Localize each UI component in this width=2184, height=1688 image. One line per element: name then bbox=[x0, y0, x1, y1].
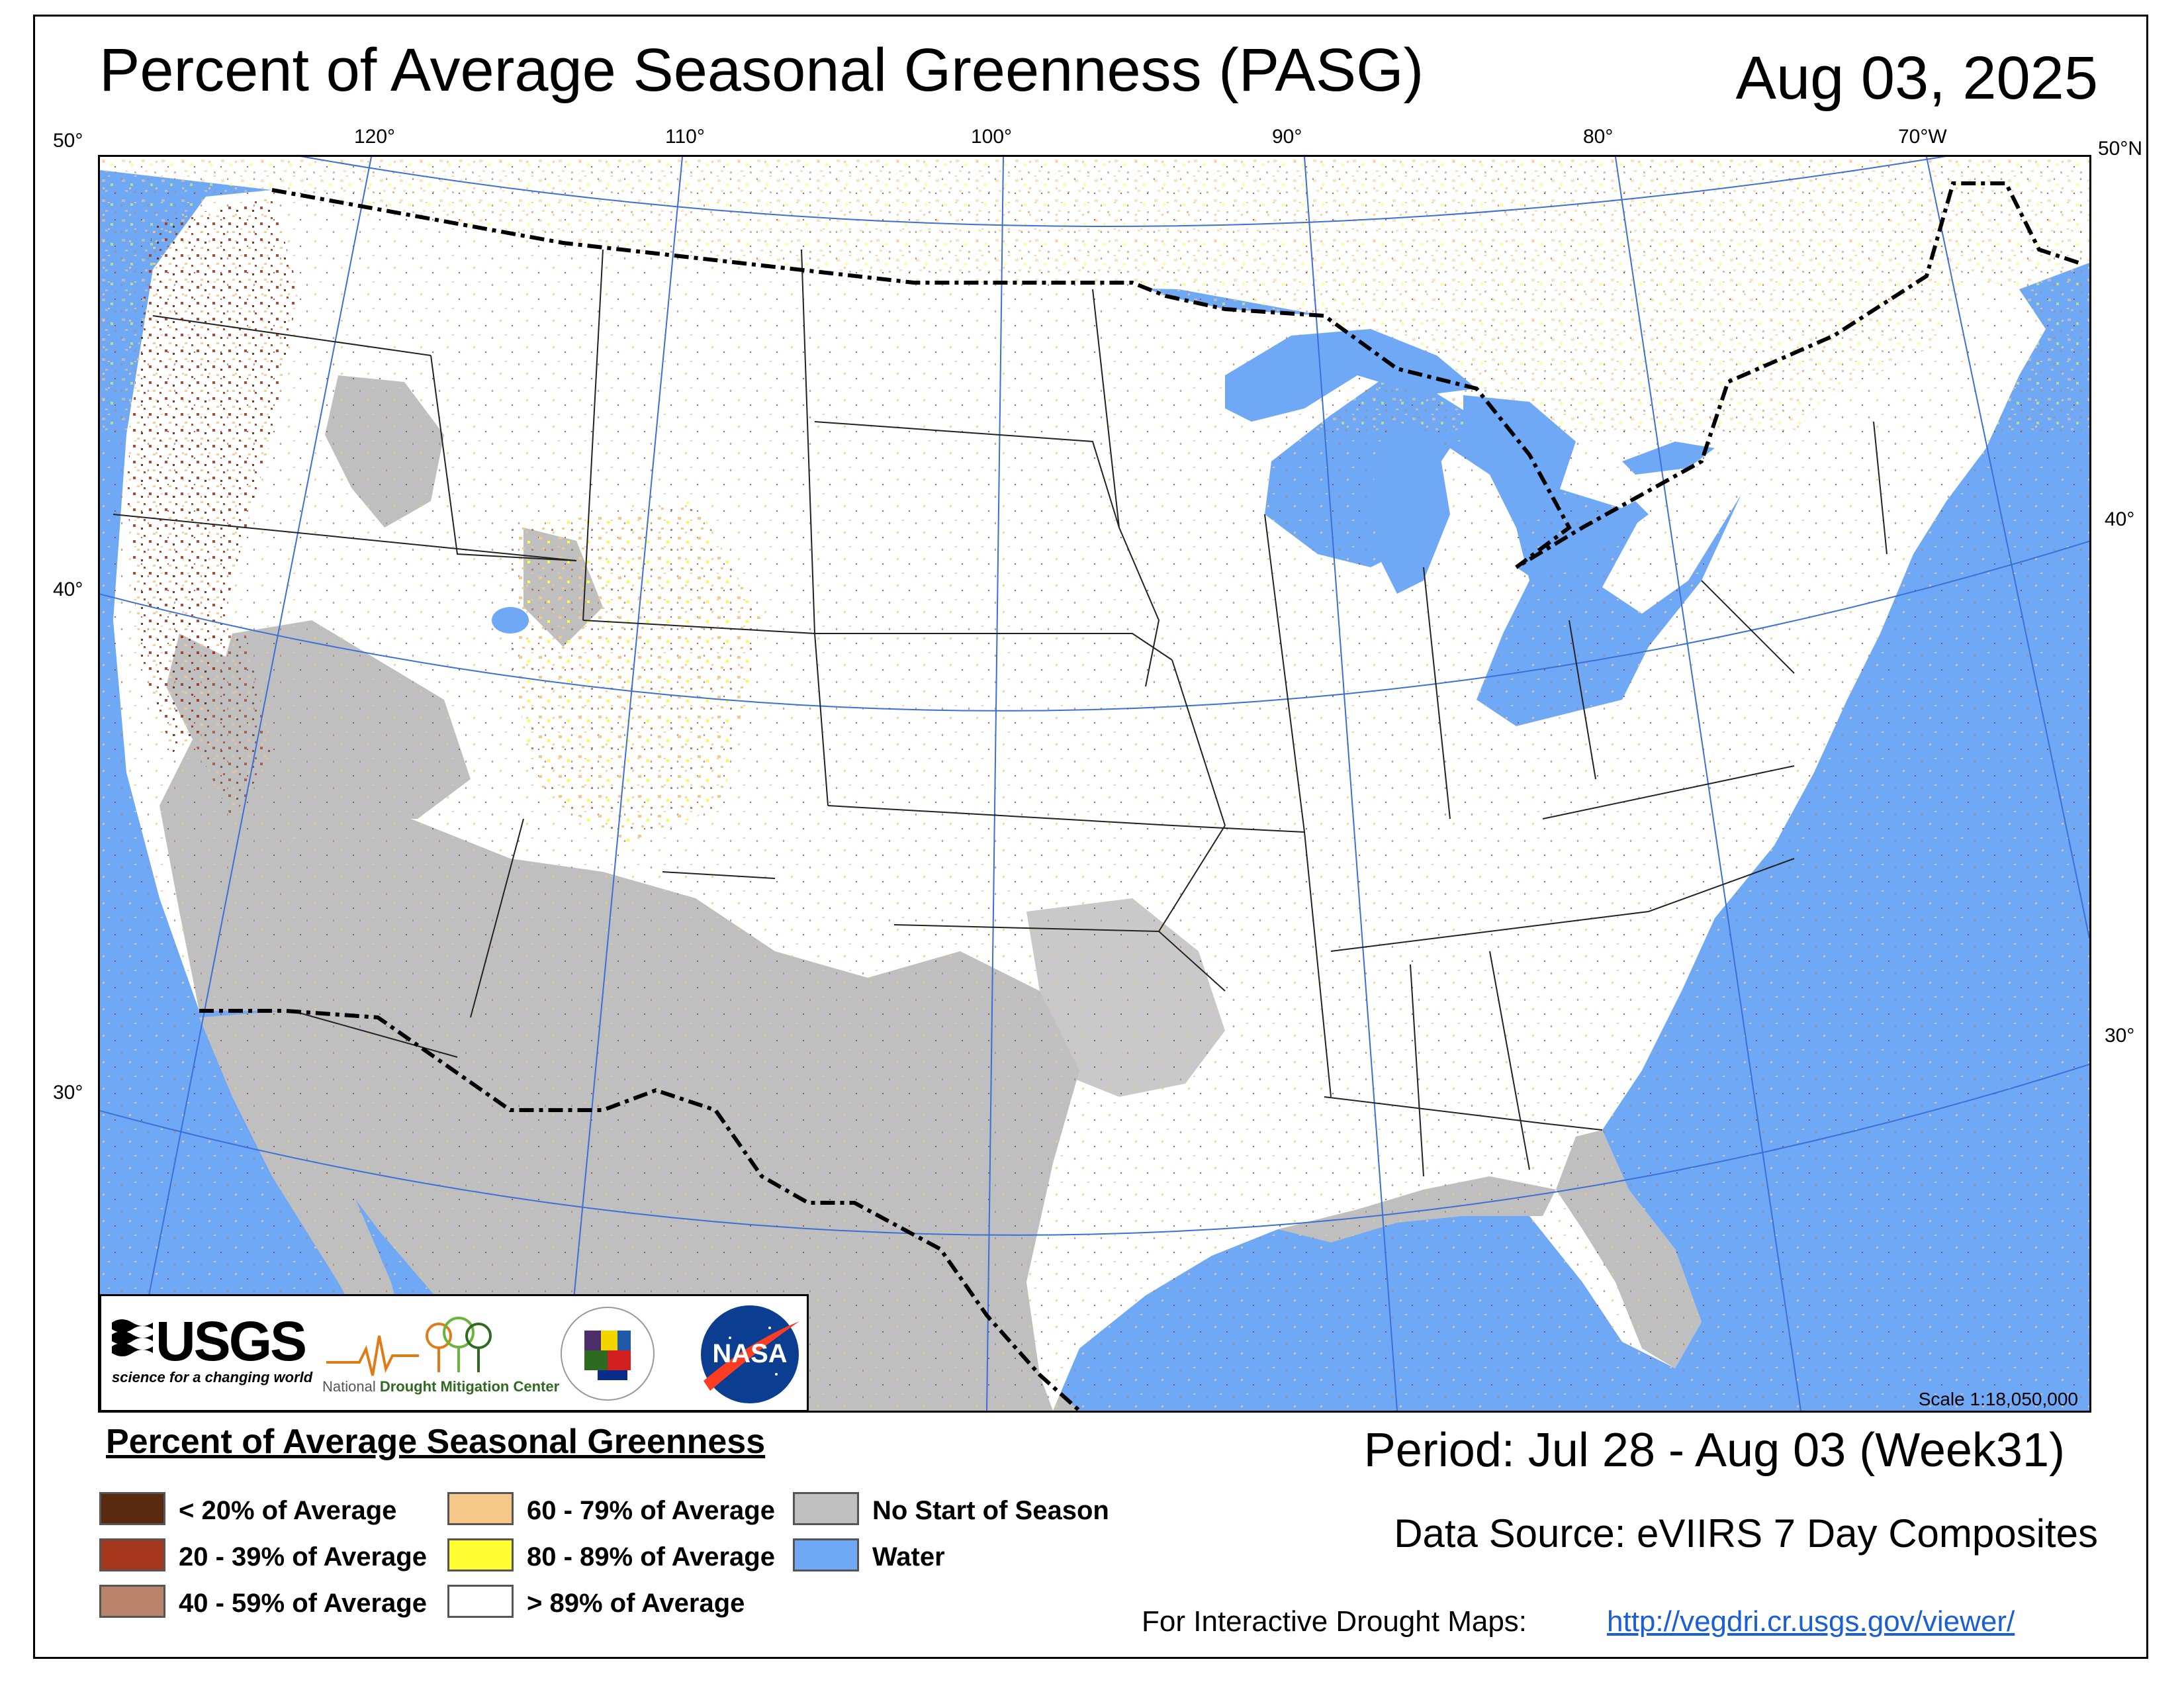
legend-swatch bbox=[447, 1538, 514, 1571]
lon-label-100: 100° bbox=[971, 126, 1013, 148]
lake-michigan bbox=[1371, 422, 1450, 594]
legend-swatch bbox=[99, 1538, 165, 1571]
graticule bbox=[100, 157, 2089, 1411]
legend-swatch bbox=[793, 1538, 859, 1571]
map-title: Percent of Average Seasonal Greenness (P… bbox=[99, 36, 1424, 104]
interactive-maps-link[interactable]: http://vegdri.cr.usgs.gov/viewer/ bbox=[1607, 1605, 2015, 1638]
lat-label-right-30: 30° bbox=[2105, 1025, 2135, 1047]
legend-swatch bbox=[447, 1492, 514, 1525]
lake-ontario bbox=[1622, 442, 1715, 475]
map-date: Aug 03, 2025 bbox=[1735, 44, 2098, 112]
lon-label-90: 90° bbox=[1272, 126, 1302, 148]
lake-superior bbox=[1225, 329, 1477, 422]
great-salt-lake bbox=[492, 607, 529, 633]
legend-label: > 89% of Average bbox=[527, 1589, 745, 1618]
rockies-low bbox=[510, 501, 762, 845]
lon-label-120: 120° bbox=[354, 126, 396, 148]
legend-label: Water bbox=[872, 1542, 945, 1571]
period-text: Period: Jul 28 - Aug 03 (Week31) bbox=[1363, 1424, 2065, 1477]
lon-label-70w: 70°W bbox=[1898, 126, 1947, 148]
lake-huron bbox=[1463, 395, 1576, 528]
pacific-northwest-low bbox=[126, 197, 298, 753]
state-borders bbox=[113, 249, 1888, 1177]
usgs-wave-icon bbox=[112, 1319, 153, 1356]
ndmc-logo-text: National Drought Mitigation Center bbox=[322, 1378, 560, 1395]
lon-label-80: 80° bbox=[1583, 126, 1614, 148]
map-scale: Scale 1:18,050,000 bbox=[1918, 1389, 2078, 1409]
international-border bbox=[199, 181, 2079, 1411]
lake-erie bbox=[1516, 501, 1649, 581]
usgs-tagline: science for a changing world bbox=[112, 1369, 313, 1385]
legend-swatch bbox=[793, 1492, 859, 1525]
nasa-logo-icon: NASA bbox=[701, 1305, 799, 1403]
lat-label-left-40: 40° bbox=[53, 579, 83, 600]
legend-label: No Start of Season bbox=[872, 1496, 1109, 1525]
lat-label-right-40: 40° bbox=[2105, 508, 2135, 530]
usgs-logo-text: USGS bbox=[156, 1310, 307, 1372]
pasg-map bbox=[98, 155, 2091, 1413]
legend-label: 40 - 59% of Average bbox=[179, 1589, 427, 1618]
sierra-low bbox=[179, 620, 272, 819]
legend-swatch bbox=[99, 1492, 165, 1525]
legend-title: Percent of Average Seasonal Greenness bbox=[106, 1423, 766, 1461]
legend-label: < 20% of Average bbox=[179, 1496, 397, 1525]
speckle-overlay bbox=[100, 157, 2089, 1411]
legend-label: 20 - 39% of Average bbox=[179, 1542, 427, 1571]
nasa-logo-text: NASA bbox=[712, 1339, 787, 1368]
ndmc-tree-icon bbox=[326, 1317, 492, 1376]
map-canvas bbox=[100, 157, 2089, 1411]
lat-label-top-left: 50° bbox=[53, 130, 83, 152]
page-frame bbox=[33, 15, 2148, 1659]
lon-label-110: 110° bbox=[665, 126, 705, 148]
legend-swatch bbox=[99, 1585, 165, 1618]
legend-label: 60 - 79% of Average bbox=[527, 1496, 775, 1525]
data-source-text: Data Source: eVIIRS 7 Day Composites bbox=[1394, 1511, 2098, 1556]
legend-label: 80 - 89% of Average bbox=[527, 1542, 775, 1571]
lat-label-top-right: 50°N bbox=[2098, 138, 2143, 160]
interactive-maps-label: For Interactive Drought Maps: bbox=[1142, 1605, 1527, 1638]
logo-panel: USGS science for a changing world Nation… bbox=[99, 1294, 809, 1412]
lat-label-left-30: 30° bbox=[53, 1082, 83, 1103]
legend-swatch bbox=[447, 1585, 514, 1618]
hprcc-logo-icon bbox=[561, 1307, 655, 1401]
